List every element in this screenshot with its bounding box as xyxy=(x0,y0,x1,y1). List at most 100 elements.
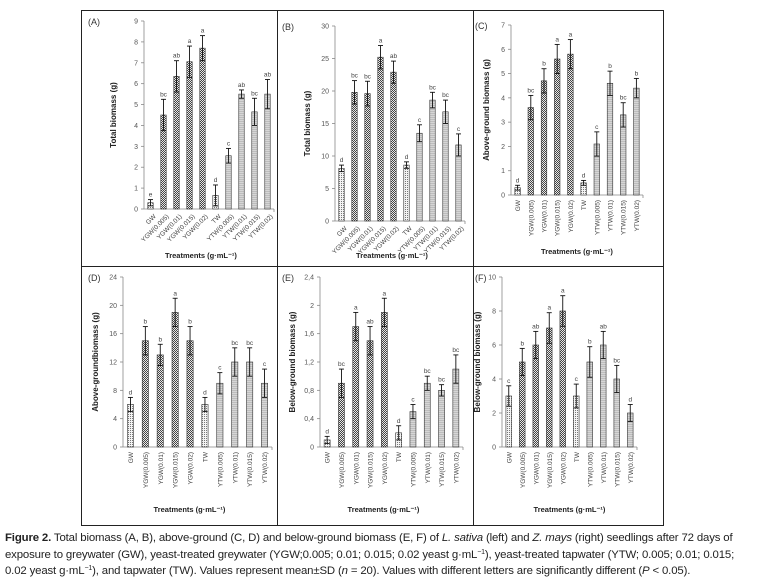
significance-letter: ab xyxy=(390,53,398,60)
panel-label: (D) xyxy=(88,273,101,283)
bar xyxy=(390,71,397,222)
x-tick-label: YTW(0.02) xyxy=(634,200,641,231)
y-tick-label: 0 xyxy=(113,445,117,452)
y-tick-label: 5 xyxy=(134,102,138,109)
x-axis-label: Treatments (g·mL⁻¹) xyxy=(348,505,420,514)
y-tick-label: 0 xyxy=(501,193,505,200)
significance-letter: d xyxy=(397,418,401,425)
y-axis-label: Below-ground biomass (g) xyxy=(288,311,297,412)
significance-letter: bc xyxy=(429,84,437,91)
y-tick-label: 0 xyxy=(492,445,496,452)
x-tick-label: YGW(0.02) xyxy=(568,200,575,233)
significance-letter: c xyxy=(227,140,231,147)
significance-letter: ab xyxy=(600,323,608,330)
significance-letter: ab xyxy=(264,71,272,78)
y-tick-label: 10 xyxy=(321,154,329,161)
panel-label: (E) xyxy=(282,273,294,283)
bar xyxy=(186,61,193,210)
significance-letter: d xyxy=(340,157,344,164)
x-tick-label: YGW(0.01) xyxy=(542,200,549,233)
y-tick-label: 5 xyxy=(325,186,329,193)
significance-letter: d xyxy=(203,389,207,396)
y-axis-label: Above-ground biomass (g) xyxy=(482,59,491,161)
y-tick-label: 9 xyxy=(134,19,138,26)
chart-panel-e: (E) 0 0,4 0,8 1,2 1,6 2 2,4 Below-ground biomass… xyxy=(282,273,464,514)
x-tick-label: YTW(0.015) xyxy=(439,452,446,487)
bar xyxy=(600,344,607,448)
caption-text: = 20). Values with different letters are… xyxy=(347,565,643,577)
bar xyxy=(554,58,561,196)
y-tick-label: 0 xyxy=(134,207,138,214)
x-tick-label: YGW(0.02) xyxy=(382,452,389,485)
x-tick-label: YTW(0.005) xyxy=(594,200,601,235)
x-tick-label: YGW(0.01) xyxy=(533,452,540,485)
x-tick-label: YTW(0.005) xyxy=(217,452,224,487)
significance-letter: d xyxy=(214,177,218,184)
significance-letter: a xyxy=(188,38,192,45)
significance-letter: bc xyxy=(424,368,432,375)
caption-sup: −1 xyxy=(477,548,485,556)
bar xyxy=(171,312,179,448)
x-tick-label: YGW(0.015) xyxy=(555,200,562,236)
y-tick-label: 4 xyxy=(134,123,138,130)
y-tick-label: 4 xyxy=(501,95,505,102)
x-axis-label: Treatments (g·mL⁻¹) xyxy=(534,505,606,514)
bar xyxy=(429,99,436,222)
significance-letter: b xyxy=(158,336,162,343)
significance-letter: b xyxy=(635,70,639,77)
bar xyxy=(540,80,548,196)
bar xyxy=(141,340,149,448)
x-tick-label: YTW(0.02) xyxy=(262,452,269,483)
x-tick-label: YTW(0.015) xyxy=(621,200,628,235)
x-tick-label: YGW(0.005) xyxy=(339,452,346,488)
x-tick-label: YTW(0.01) xyxy=(601,452,608,483)
panel-label: (B) xyxy=(282,22,294,32)
significance-letter: d xyxy=(405,154,409,161)
x-tick-label: YTW(0.02) xyxy=(453,452,460,483)
bar xyxy=(238,93,245,210)
significance-letter: c xyxy=(507,378,511,385)
x-tick-label: GW xyxy=(515,199,522,211)
figure-frame xyxy=(81,10,664,526)
y-tick-label: 7 xyxy=(501,23,505,30)
significance-letter: c xyxy=(411,397,415,404)
y-tick-label: 4 xyxy=(113,416,117,423)
x-tick-label: YTW(0.01) xyxy=(232,452,239,483)
significance-letter: bc xyxy=(452,347,460,354)
x-tick-label: TW xyxy=(581,199,588,210)
y-tick-label: 6 xyxy=(492,343,496,350)
x-tick-label: GW xyxy=(128,451,135,463)
bar xyxy=(559,310,566,448)
bar xyxy=(186,340,194,448)
significance-letter: ab xyxy=(366,319,374,326)
bar xyxy=(199,47,206,210)
x-tick-label: GW xyxy=(325,451,332,463)
x-tick-label: YGW(0.02) xyxy=(188,452,195,485)
bar xyxy=(633,87,640,196)
bar xyxy=(366,340,374,448)
y-tick-label: 8 xyxy=(113,388,117,395)
significance-letter: b xyxy=(608,63,612,70)
y-tick-label: 2 xyxy=(134,165,138,172)
y-tick-label: 24 xyxy=(109,275,117,282)
caption-text: < 0.05). xyxy=(649,565,691,577)
panel-label: (C) xyxy=(475,21,488,31)
caption-species-2: Z. mays xyxy=(532,532,572,544)
bar xyxy=(264,93,271,210)
bar xyxy=(438,390,445,448)
significance-letter: b xyxy=(144,319,148,326)
significance-letter: a xyxy=(383,290,387,297)
bar xyxy=(364,93,371,222)
y-tick-label: 30 xyxy=(321,24,329,31)
y-axis-label: Total biomass (g) xyxy=(303,90,312,156)
y-axis-label: Above-groundbiomass (g) xyxy=(91,312,100,412)
bar xyxy=(377,56,384,222)
bar xyxy=(567,53,574,196)
bar xyxy=(403,164,410,222)
bar xyxy=(338,168,345,222)
bar xyxy=(225,155,232,210)
x-axis-label: Treatments (g·mL⁻¹) xyxy=(154,505,226,514)
y-axis-label: Total biomass (g) xyxy=(109,82,118,148)
